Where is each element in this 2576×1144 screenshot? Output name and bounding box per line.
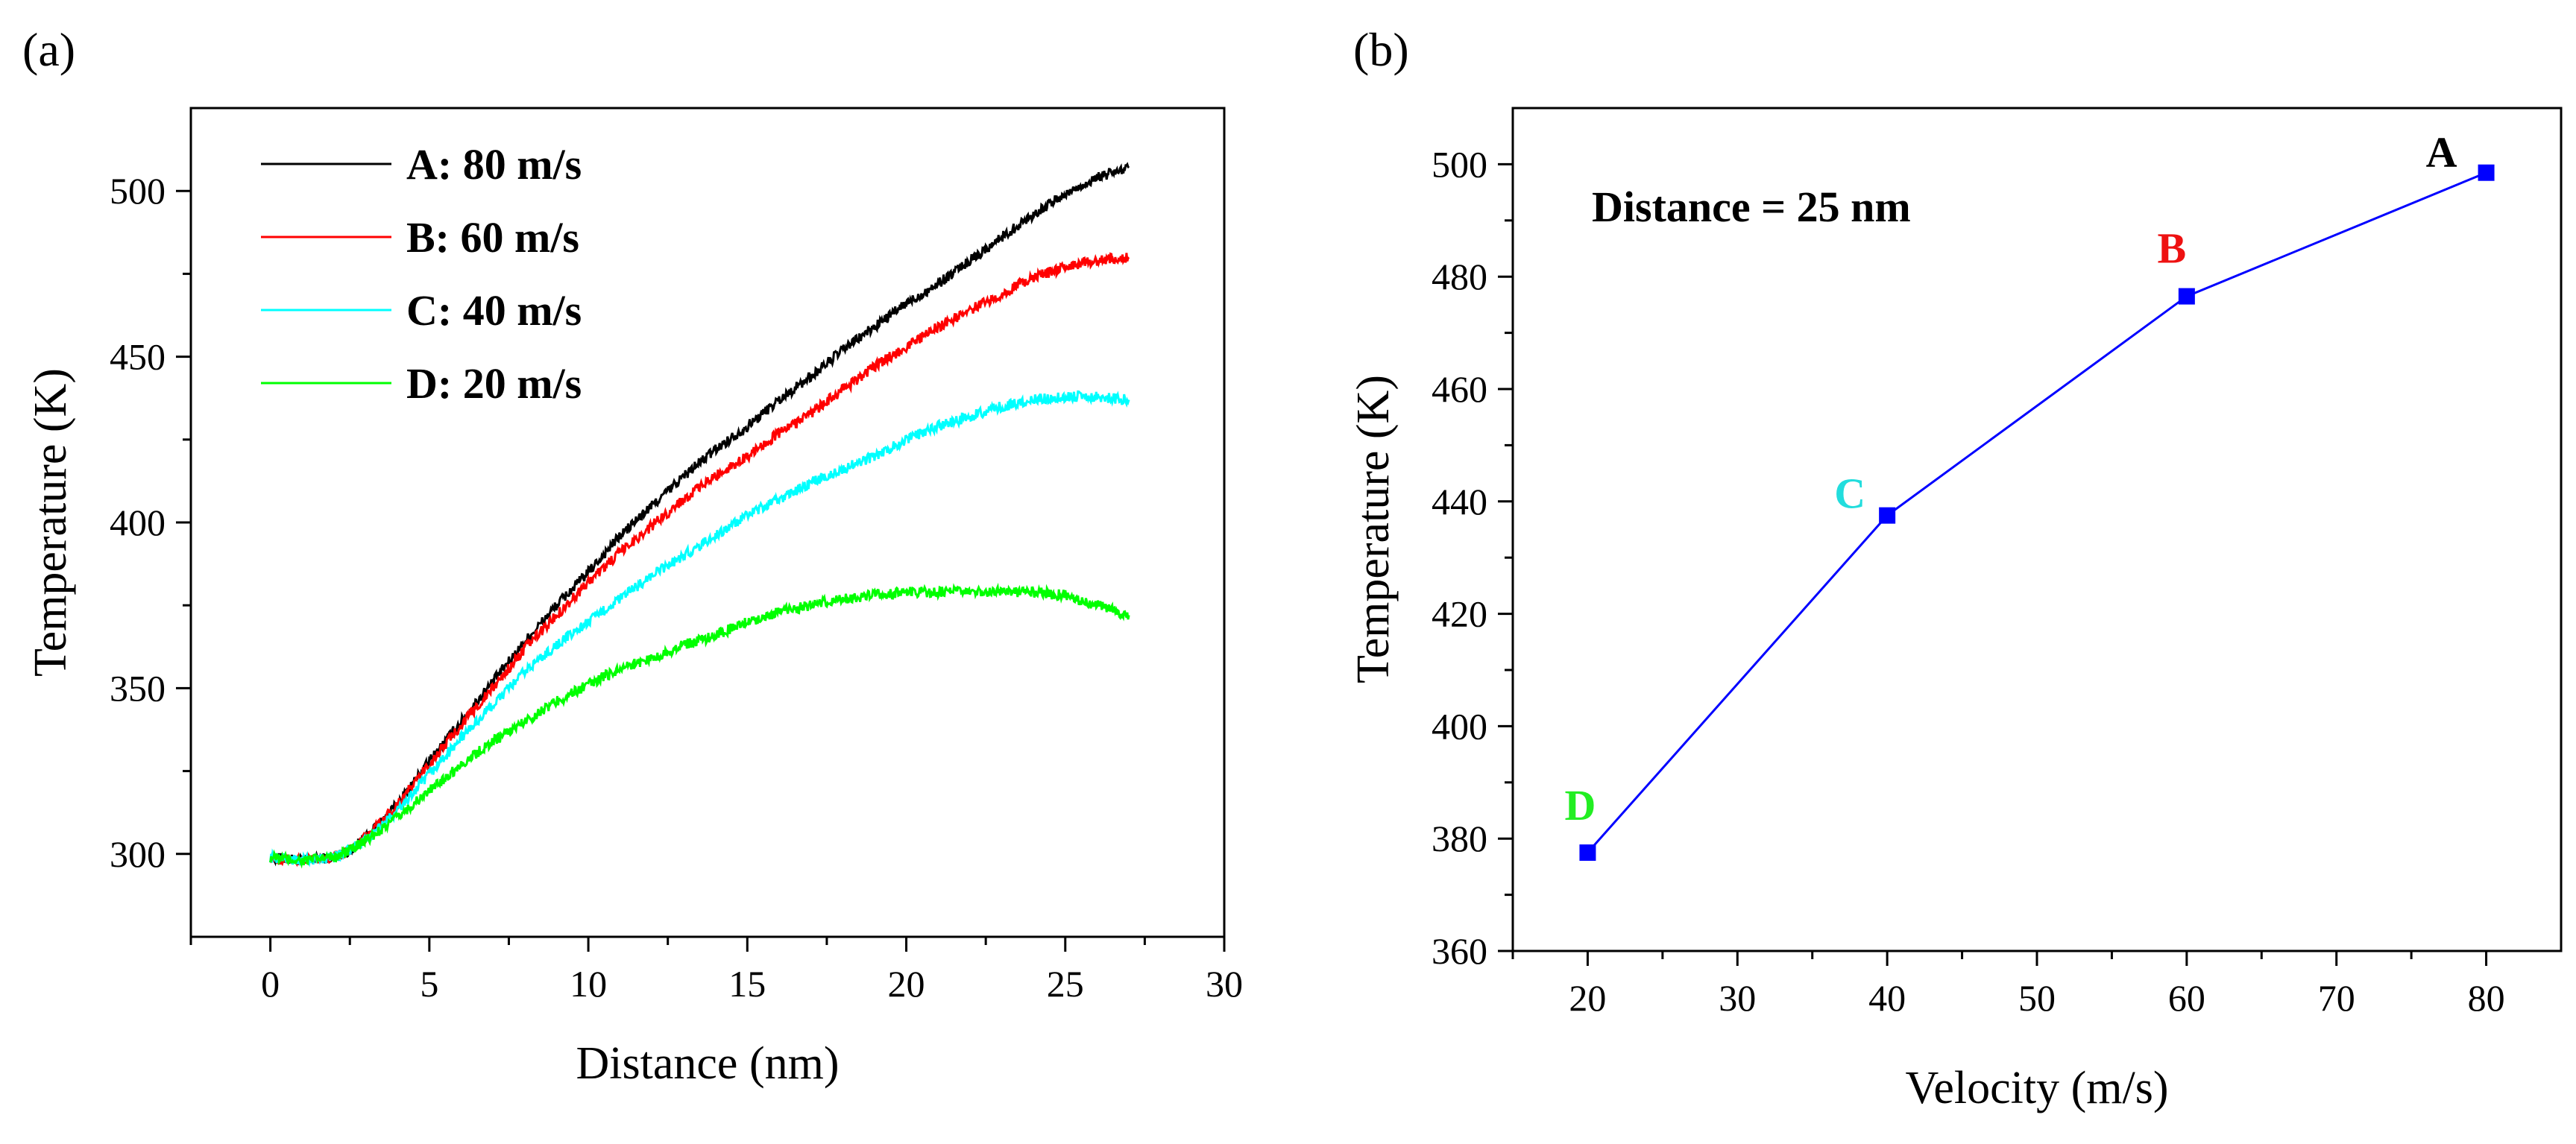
panel-a-y-tick-label: 500 <box>110 170 166 212</box>
panel-a-y-tick-label: 450 <box>110 336 166 378</box>
panel-a-x-tick-label: 20 <box>888 963 925 1005</box>
panel-b-y-tick-label: 420 <box>1432 593 1487 635</box>
series-line <box>1587 171 2487 853</box>
panel-a-label: (a) <box>22 23 75 76</box>
panel-b: (b) D C B A 20 30 40 50 60 70 80 360 380 400 420 440 46… <box>1348 23 2563 1113</box>
data-point-c <box>1879 507 1896 524</box>
panel-b-y-tick-label: 440 <box>1432 481 1487 522</box>
panel-b-x-tick-label: 60 <box>2168 977 2205 1019</box>
series-line-a <box>269 162 1130 867</box>
panel-a-x-tick-label: 5 <box>420 963 438 1005</box>
point-label-c: C <box>1834 470 1865 518</box>
panel-b-y-tick-label: 500 <box>1432 143 1487 185</box>
panel-a-curves <box>269 162 1130 869</box>
panel-b-y-tick-label: 480 <box>1432 256 1487 297</box>
panel-b-x-tick-label: 80 <box>2468 977 2505 1019</box>
panel-b-y-tick-label: 400 <box>1432 705 1487 747</box>
panel-b-frame <box>1511 107 2563 952</box>
series-line-b <box>269 252 1130 868</box>
data-point-b <box>2178 288 2195 305</box>
legend-label-c: C: 40 m/s <box>406 286 582 335</box>
data-point-a <box>2478 164 2495 181</box>
panel-b-label: (b) <box>1353 23 1409 76</box>
panel-b-ticks: 20 30 40 50 60 70 80 360 380 400 420 440 460 480 500 <box>1432 143 2505 1019</box>
panel-b-series: D C B A <box>1564 128 2495 862</box>
panel-b-y-tick-label: 460 <box>1432 368 1487 410</box>
legend-label-d: D: 20 m/s <box>406 359 582 408</box>
legend-label-b: B: 60 m/s <box>406 213 579 262</box>
panel-b-y-tick-label: 380 <box>1432 818 1487 859</box>
panel-b-x-tick-label: 50 <box>2018 977 2056 1019</box>
point-label-a: A <box>2426 128 2457 177</box>
legend-label-a: A: 80 m/s <box>406 140 582 189</box>
panel-b-x-axis-title: Velocity (m/s) <box>1906 1063 2169 1113</box>
panel-a-ticks: 0 5 10 15 20 25 30 300 350 400 450 500 <box>110 170 1243 1005</box>
series-line-c <box>269 390 1130 868</box>
panel-a-y-tick-label: 300 <box>110 833 166 875</box>
series-line-d <box>269 582 1130 869</box>
panel-a-frame <box>189 107 1226 938</box>
panel-a-x-tick-label: 0 <box>261 963 280 1005</box>
panel-b-x-tick-label: 40 <box>1868 977 1906 1019</box>
data-point-d <box>1579 844 1596 862</box>
panel-a-x-axis-title: Distance (nm) <box>576 1038 840 1089</box>
panel-b-y-tick-label: 360 <box>1432 930 1487 972</box>
panel-b-x-tick-label: 30 <box>1719 977 1756 1019</box>
point-label-d: D <box>1564 781 1596 829</box>
panel-a-y-tick-label: 400 <box>110 502 166 543</box>
panel-a-y-axis-title: Temperature (K) <box>25 368 76 677</box>
panel-a-legend: A: 80 m/s B: 60 m/s C: 40 m/s D: 20 m/s <box>261 140 582 408</box>
panel-b-x-tick-label: 20 <box>1569 977 1606 1019</box>
panel-a-x-tick-label: 30 <box>1206 963 1243 1005</box>
panel-b-y-axis-title: Temperature (K) <box>1348 375 1399 683</box>
point-label-b: B <box>2158 224 2187 273</box>
panel-a: (a) 0 5 10 15 20 25 30 300 350 400 450 500 A: 80 m/… <box>22 23 1243 1089</box>
panel-b-annotation: Distance = 25 nm <box>1592 183 1911 231</box>
panel-a-x-tick-label: 25 <box>1047 963 1084 1005</box>
panel-a-x-tick-label: 10 <box>570 963 607 1005</box>
panel-a-x-tick-label: 15 <box>728 963 766 1005</box>
panel-a-y-tick-label: 350 <box>110 667 166 709</box>
panel-b-x-tick-label: 70 <box>2318 977 2355 1019</box>
